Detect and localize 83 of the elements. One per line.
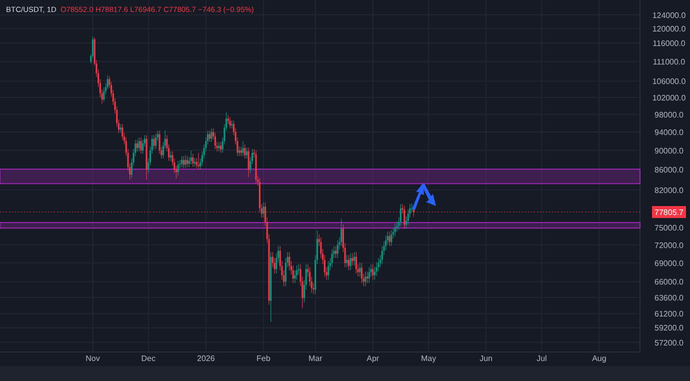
candlestick — [106, 74, 108, 90]
candlestick — [292, 265, 294, 284]
candlestick — [138, 137, 140, 152]
x-tick-label: May — [420, 354, 436, 363]
y-tick-label: 106000.0 — [652, 77, 686, 86]
candlestick — [248, 147, 250, 178]
candlestick — [396, 221, 398, 232]
candlestick — [404, 205, 406, 230]
y-tick-label: 61200.0 — [654, 310, 684, 319]
y-tick-label: 90000.0 — [654, 146, 684, 156]
candlestick — [355, 252, 357, 274]
candlestick — [364, 271, 366, 287]
y-tick-label: 66000.0 — [654, 278, 684, 287]
ref-line-label: 77805.7 — [654, 208, 684, 218]
y-tick-label: 124000.0 — [652, 10, 686, 20]
candlestick — [328, 260, 330, 280]
y-tick-label: 86000.0 — [654, 166, 684, 175]
candlestick — [158, 130, 160, 154]
candlestick — [214, 132, 216, 150]
y-tick-label: 116000.0 — [652, 38, 686, 48]
y-tick-label: 59200.0 — [654, 324, 684, 333]
candlestick — [340, 218, 342, 246]
x-tick-label: Nov — [86, 354, 100, 363]
candlestick — [352, 252, 354, 266]
candlestick — [244, 144, 246, 159]
x-tick-label: Feb — [256, 354, 271, 363]
y-tick-label: 72000.0 — [654, 240, 684, 250]
candlestick — [374, 266, 376, 280]
candlestick — [372, 264, 374, 280]
x-tick-label: Dec — [141, 354, 156, 363]
candlestick — [366, 271, 368, 284]
candlestick — [208, 130, 210, 142]
candlestick — [140, 137, 142, 154]
y-tick-label: 98000.0 — [654, 110, 684, 120]
y-tick-label: 69000.0 — [654, 258, 684, 268]
candlestick — [155, 134, 157, 150]
y-tick-label: 120000.0 — [652, 24, 686, 34]
candlestick — [186, 156, 188, 168]
candlestick — [218, 142, 220, 152]
candlestick — [388, 231, 390, 246]
candlestick — [182, 156, 184, 168]
candlestick — [229, 117, 231, 129]
x-tick-label: Apr — [366, 354, 380, 363]
candlestick — [381, 246, 383, 264]
y-tick-label: 57200.0 — [654, 338, 684, 348]
candlestick — [348, 254, 350, 271]
candlestick — [192, 153, 194, 168]
candlestick — [136, 139, 138, 152]
candlestick — [103, 86, 105, 102]
candlestick — [262, 202, 264, 218]
y-tick-label: 63600.0 — [654, 293, 684, 302]
candlestick — [242, 140, 244, 156]
candlestick — [346, 254, 348, 268]
candlestick — [122, 124, 124, 140]
candlestick — [336, 240, 338, 258]
candlestick — [331, 248, 333, 268]
candlestick — [180, 156, 183, 168]
candlestick — [376, 262, 378, 276]
candlestick — [394, 222, 396, 236]
candlestick — [190, 150, 192, 165]
candlestick — [296, 265, 298, 280]
candlestick — [288, 252, 290, 271]
candlestick — [170, 151, 172, 162]
candlestick — [210, 128, 212, 142]
candlestick — [142, 139, 144, 154]
candlestick — [400, 204, 402, 226]
x-tick-label: Jun — [480, 354, 492, 363]
x-tick-label: Aug — [592, 354, 606, 363]
candlestick — [360, 262, 363, 284]
y-tick-label: 102000.0 — [652, 93, 686, 102]
candlestick — [220, 142, 222, 154]
y-tick-label: 75000.0 — [654, 224, 684, 233]
y-tick-label: 94000.0 — [654, 128, 684, 138]
y-tick-label: 111000.0 — [652, 58, 686, 67]
candlestick — [390, 230, 392, 246]
candlestick — [184, 154, 186, 168]
x-tick-label: Mar — [308, 354, 323, 363]
x-tick-label: Jul — [536, 354, 548, 363]
x-tick-label: 2026 — [197, 354, 216, 363]
y-tick-label: 82000.0 — [654, 186, 684, 195]
candlestick — [350, 252, 352, 271]
candlestick — [368, 266, 370, 284]
candlestick — [153, 134, 155, 150]
